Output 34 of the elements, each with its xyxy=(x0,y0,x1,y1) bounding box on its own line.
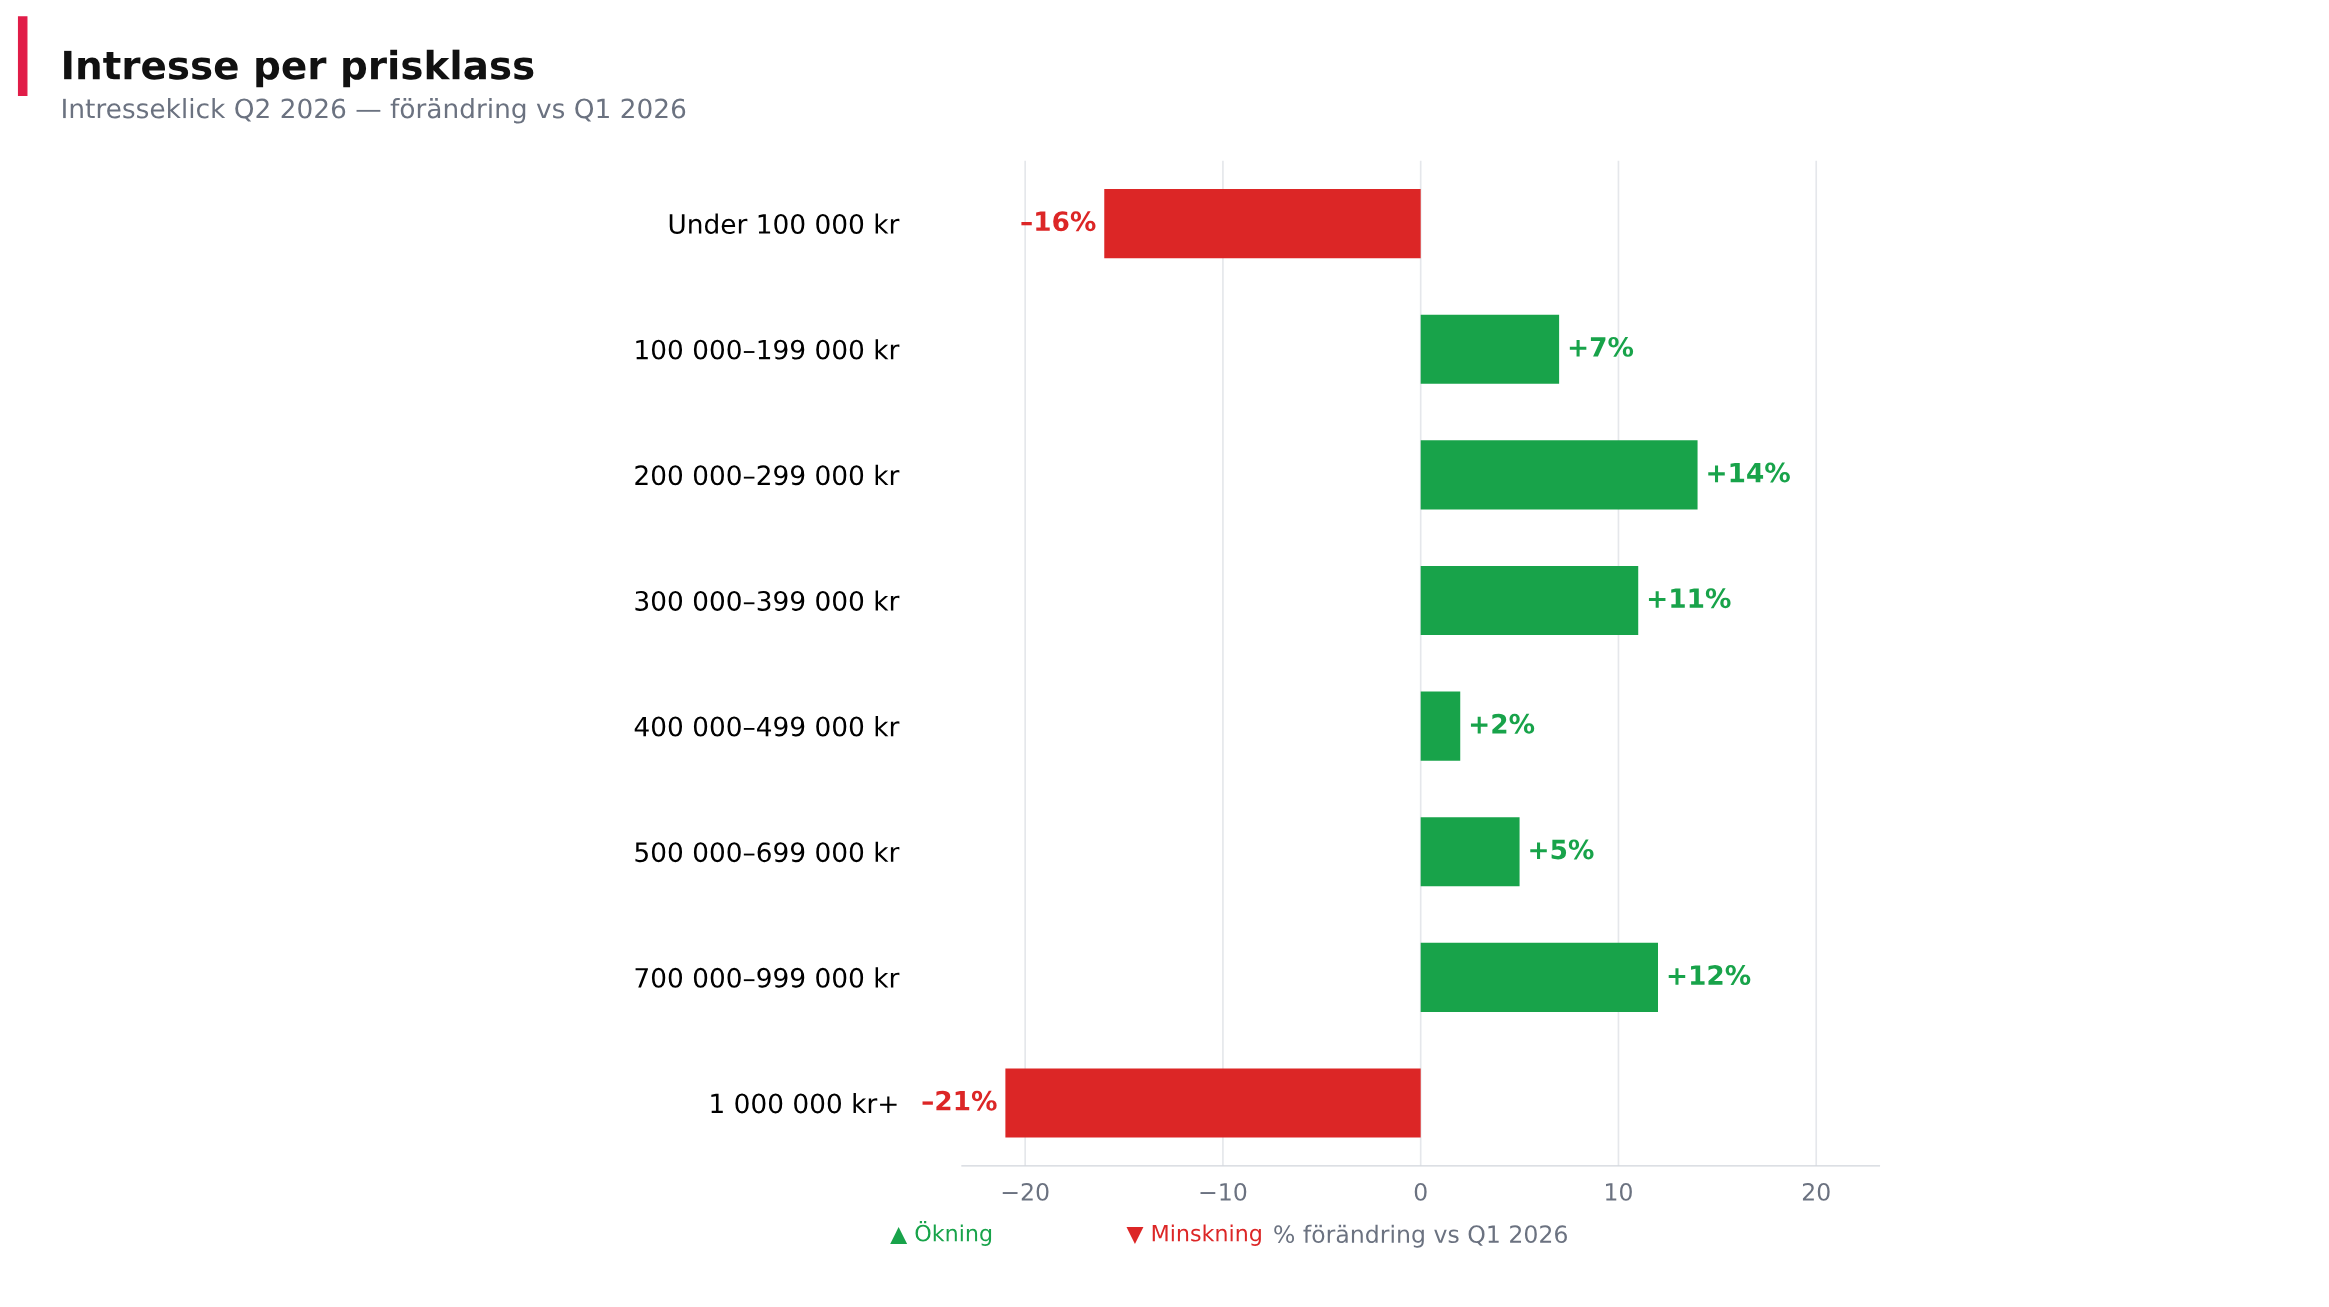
data-label: +7% xyxy=(1569,336,1634,357)
y-tick-label: 500 000–699 000 kr xyxy=(635,841,900,863)
x-tick-label: 20 xyxy=(1802,1182,1830,1201)
text: Intresseklick Q2 2026 — förändring vs Q1 2026 xyxy=(63,98,686,124)
y-tick-label: 300 000–399 000 kr xyxy=(635,590,900,611)
bar xyxy=(1420,942,1659,1012)
x-tick-label: 10 xyxy=(1606,1182,1632,1201)
bar xyxy=(1420,817,1520,887)
y-tick-label: 200 000–299 000 kr xyxy=(635,464,900,486)
bar xyxy=(1420,565,1639,636)
data-label: +12% xyxy=(1668,965,1751,986)
bar xyxy=(1104,189,1421,259)
data-label: –21% xyxy=(922,1090,997,1111)
bar xyxy=(1005,1068,1421,1138)
text: ▲ Ökning xyxy=(890,1221,992,1246)
y-tick-label: 400 000–499 000 kr xyxy=(634,716,900,737)
y-tick-label: 700 000–999 000 kr xyxy=(635,967,900,988)
bar xyxy=(1420,314,1560,384)
data-label: +14% xyxy=(1708,462,1790,483)
y-tick-label: 100 000–199 000 kr xyxy=(636,339,900,360)
x-tick-label: 0 xyxy=(1414,1182,1427,1201)
x-tick-label: −20 xyxy=(1002,1182,1049,1201)
data-label: +11% xyxy=(1648,588,1731,609)
y-tick-label: 1 000 000 kr+ xyxy=(711,1093,897,1114)
data-label: +2% xyxy=(1470,713,1535,734)
text: ▼ Minskning xyxy=(1126,1224,1261,1246)
bar xyxy=(1420,440,1698,510)
x-tick-label: −10 xyxy=(1200,1182,1247,1201)
x-axis-title: % förändring vs Q1 2026 xyxy=(1274,1224,1567,1248)
data-label: +5% xyxy=(1530,839,1594,860)
y-tick-label: Under 100 000 kr xyxy=(669,213,900,234)
data-label: –16% xyxy=(1021,211,1096,232)
bar xyxy=(1420,691,1461,761)
text: Intresse per prisklass xyxy=(64,49,534,88)
